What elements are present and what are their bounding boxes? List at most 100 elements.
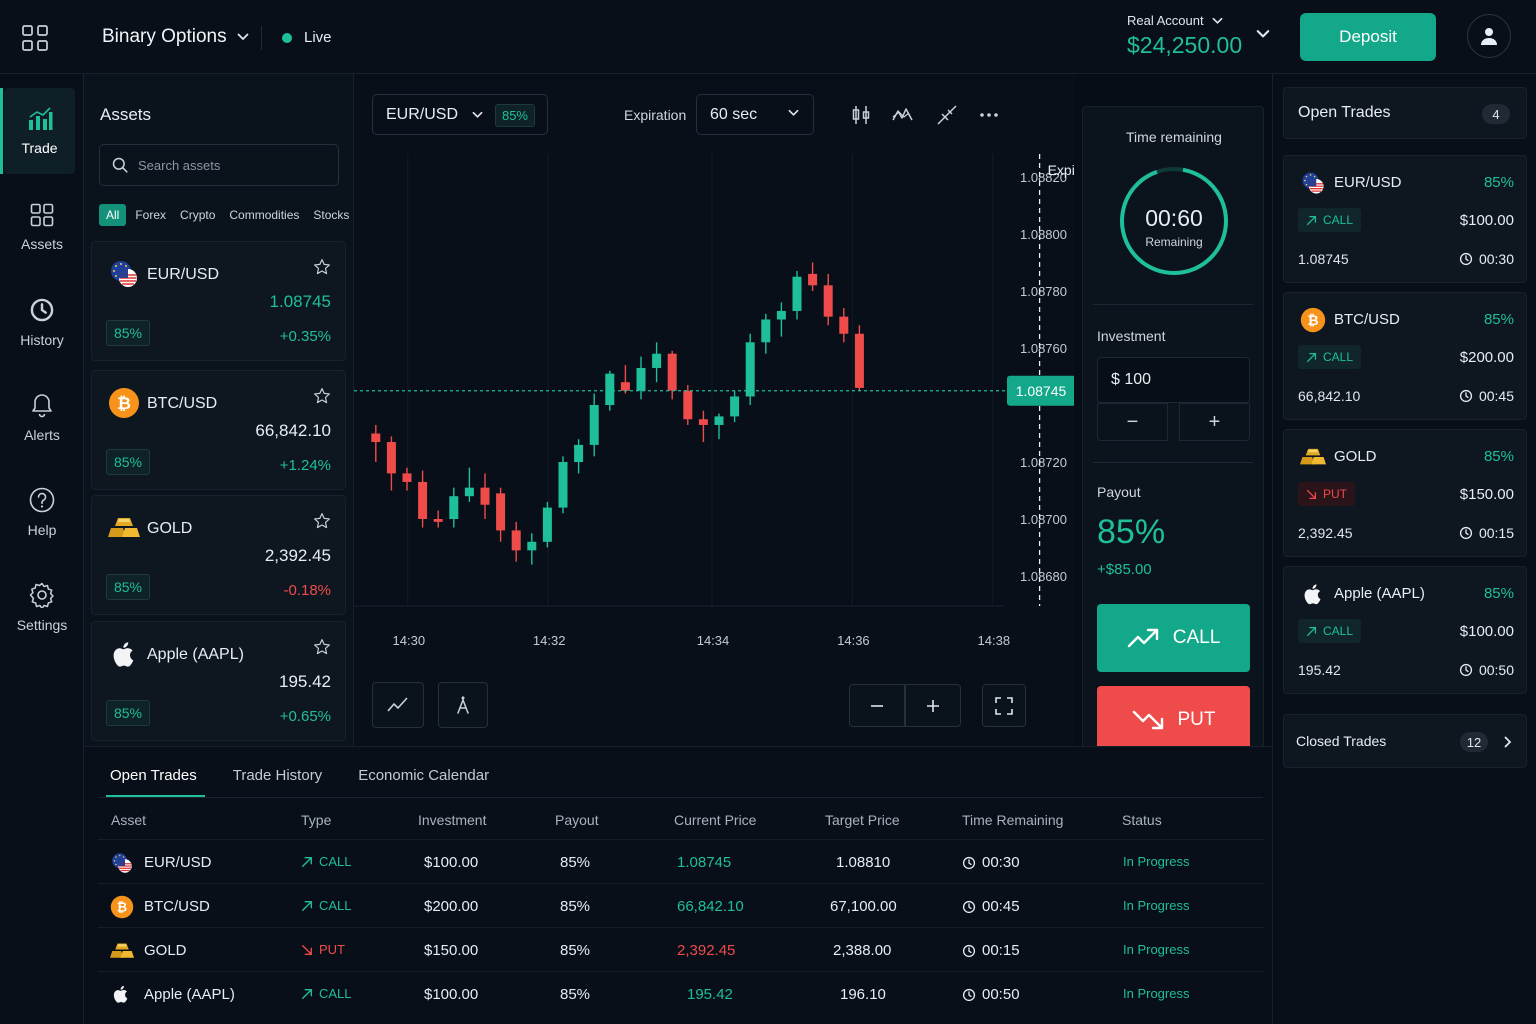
trade-payout: 85% <box>1483 174 1514 191</box>
table-row[interactable]: GOLD PUT $150.00 85% 2,392.45 2,388.00 0… <box>98 927 1263 971</box>
y-tick-label: 1.08720 <box>1020 455 1067 470</box>
live-dot-icon <box>282 32 292 43</box>
open-trade-card[interactable]: BTC/USD 85% CALL $200.00 66,842.10 00:45 <box>1283 292 1527 420</box>
balance-chevron-down-icon[interactable] <box>1256 29 1270 39</box>
zoom-in-button[interactable] <box>905 684 961 727</box>
star-icon[interactable] <box>313 387 331 405</box>
put-button[interactable]: PUT <box>1097 686 1250 754</box>
candle-body <box>558 462 568 508</box>
clock-icon <box>1459 526 1473 540</box>
cell-investment: $100.00 <box>424 986 479 1003</box>
asset-card-eurusd[interactable]: EUR/USD 1.08745 85% +0.35% <box>91 241 346 361</box>
asset-card-gold[interactable]: GOLD 2,392.45 85% -0.18% <box>91 495 346 615</box>
star-icon[interactable] <box>313 258 331 276</box>
search-input[interactable]: Search assets <box>138 157 221 173</box>
open-trade-card[interactable]: GOLD 85% PUT $150.00 2,392.45 00:15 <box>1283 429 1527 557</box>
bottom-tabs: Open Trades Trade History Economic Calen… <box>106 767 490 798</box>
nav-item-assets[interactable]: Assets <box>0 184 84 270</box>
investment-input[interactable]: $ 100 <box>1097 357 1250 403</box>
search-box[interactable]: Search assets <box>99 144 339 186</box>
cell-current-price: 2,392.45 <box>677 942 736 959</box>
cell-asset: Apple (AAPL) <box>144 986 235 1003</box>
product-selector[interactable]: Binary Options <box>102 26 249 48</box>
star-icon[interactable] <box>313 512 331 530</box>
cell-type-label: CALL <box>319 854 352 869</box>
trade-time-value: 00:45 <box>1478 388 1514 404</box>
asset-card-aapl[interactable]: Apple (AAPL) 195.42 85% +0.65% <box>91 621 346 741</box>
clock-icon <box>962 900 976 914</box>
trade-time: 00:15 <box>1459 525 1514 541</box>
expiration-select[interactable]: 60 sec <box>696 94 814 135</box>
indicators-icon[interactable] <box>892 104 914 126</box>
chart-type-line-button[interactable] <box>372 682 424 728</box>
deposit-button[interactable]: Deposit <box>1300 13 1436 61</box>
zoom-out-button[interactable] <box>849 684 905 727</box>
table-row[interactable]: EUR/USD CALL $100.00 85% 1.08745 1.08810… <box>98 839 1263 883</box>
cell-payout: 85% <box>560 986 591 1003</box>
trade-price: 1.08745 <box>1298 251 1349 267</box>
table-row[interactable]: Apple (AAPL) CALL $100.00 85% 195.42 196… <box>98 971 1263 1015</box>
assets-title: Assets <box>100 105 152 124</box>
symbol-selector[interactable]: EUR/USD 85% <box>372 94 548 135</box>
current-price-tag <box>1007 375 1074 406</box>
candlestick-icon[interactable] <box>850 104 872 126</box>
expiration-value: 60 sec <box>710 105 758 123</box>
cell-current-price: 66,842.10 <box>677 898 744 915</box>
account-selector[interactable]: Real Account $24,250.00 <box>1127 13 1242 59</box>
filter-forex[interactable]: Forex <box>135 208 167 222</box>
tab-economic-calendar[interactable]: Economic Calendar <box>358 767 490 784</box>
decrease-investment-button[interactable]: − <box>1097 403 1168 441</box>
draw-tool-button[interactable] <box>438 682 488 728</box>
candle-body <box>636 367 646 391</box>
more-icon[interactable] <box>978 104 1000 126</box>
column-header-current-price: Current Price <box>674 812 757 828</box>
candle-body <box>792 276 802 311</box>
nav-label-history: History <box>20 331 64 348</box>
nav-item-history[interactable]: History <box>0 279 84 365</box>
price-chart[interactable]: 14:3014:3214:3414:3614:3814:401.088201.0… <box>354 154 1074 654</box>
payout-label: Payout <box>1097 484 1141 500</box>
open-trade-card[interactable]: EUR/USD 85% CALL $100.00 1.08745 00:30 <box>1283 155 1527 283</box>
tab-open-trades[interactable]: Open Trades <box>106 767 205 798</box>
nav-item-alerts[interactable]: Alerts <box>0 374 84 460</box>
call-button[interactable]: CALL <box>1097 604 1250 672</box>
asset-card-btcusd[interactable]: BTC/USD 66,842.10 85% +1.24% <box>91 370 346 490</box>
candle-body <box>589 405 599 445</box>
filter-crypto[interactable]: Crypto <box>180 208 216 222</box>
open-trade-card[interactable]: Apple (AAPL) 85% CALL $100.00 195.42 00:… <box>1283 566 1527 694</box>
increase-investment-button[interactable]: + <box>1179 403 1250 441</box>
cell-type: CALL <box>301 898 352 913</box>
candle-body <box>683 390 693 420</box>
gear-icon <box>29 582 54 608</box>
app-grid-icon[interactable] <box>22 25 48 51</box>
avatar[interactable] <box>1467 14 1511 58</box>
fullscreen-button[interactable] <box>982 684 1026 727</box>
star-icon[interactable] <box>313 638 331 656</box>
filter-stocks[interactable]: Stocks <box>313 208 350 222</box>
time-remaining-label: Time remaining <box>1126 129 1222 145</box>
trade-payout: 85% <box>1483 311 1514 328</box>
trade-type: CALL <box>1323 350 1354 364</box>
trade-type-badge: CALL <box>1298 208 1362 232</box>
chevron-right-icon <box>1504 736 1512 748</box>
filter-commodities[interactable]: Commodities <box>229 208 300 222</box>
tab-trade-history[interactable]: Trade History <box>232 767 323 784</box>
nav-item-settings[interactable]: Settings <box>0 564 84 650</box>
trade-amount: $150.00 <box>1459 486 1514 503</box>
filter-all[interactable]: All <box>99 204 127 226</box>
table-row[interactable]: BTC/USD CALL $200.00 85% 66,842.10 67,10… <box>98 883 1263 927</box>
drawing-tool-icon[interactable] <box>936 104 958 126</box>
closed-trades-link[interactable]: Closed Trades 12 <box>1283 714 1527 768</box>
put-label: PUT <box>1177 709 1216 730</box>
candle-body <box>730 396 740 417</box>
cell-target-price: 67,100.00 <box>830 898 897 915</box>
nav-item-trade[interactable]: Trade <box>0 88 75 174</box>
candle-body <box>620 382 630 391</box>
closed-trades-count: 12 <box>1460 732 1488 752</box>
trend-up-icon <box>1127 628 1158 648</box>
expiration-marker-label: Expiration <box>1048 162 1074 178</box>
cell-time-remaining: 00:45 <box>962 898 1020 915</box>
nav-item-help[interactable]: Help <box>0 469 84 555</box>
bell-icon <box>32 393 52 417</box>
candle-body <box>542 507 552 542</box>
